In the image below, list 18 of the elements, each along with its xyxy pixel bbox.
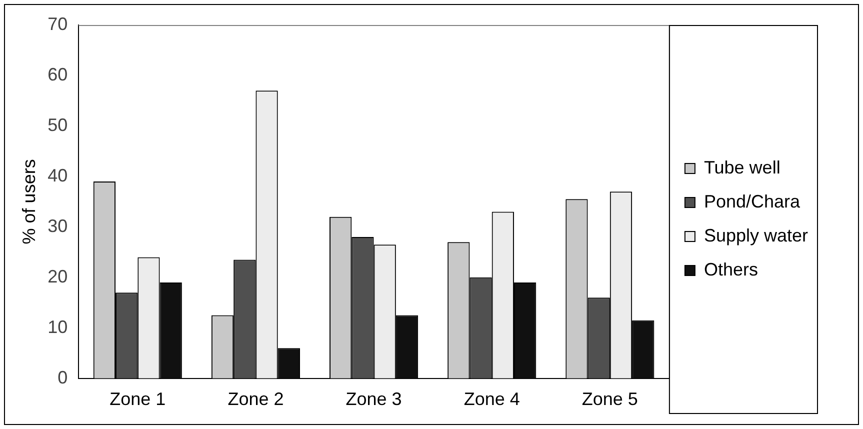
legend-label: Supply water	[704, 225, 808, 246]
y-axis-title: % of users	[18, 159, 39, 244]
y-tick-label: 30	[48, 216, 68, 236]
y-tick-label: 70	[48, 14, 68, 34]
y-tick-label: 10	[48, 316, 68, 337]
x-tick-label: Zone 3	[346, 389, 402, 410]
x-tick-label: Zone 1	[110, 389, 166, 410]
y-tick-label: 0	[58, 367, 68, 388]
y-tick-label: 40	[48, 165, 68, 186]
x-tick-label: Zone 5	[582, 389, 638, 410]
x-tick-label: Zone 2	[228, 389, 284, 410]
y-tick-label: 60	[48, 64, 68, 84]
y-tick-label: 50	[48, 114, 68, 135]
legend-label: Tube well	[704, 157, 780, 178]
legend-label: Others	[704, 259, 758, 280]
legend-label: Pond/Chara	[704, 191, 801, 212]
x-tick-label: Zone 4	[464, 389, 520, 410]
y-tick-label: 20	[48, 266, 68, 286]
